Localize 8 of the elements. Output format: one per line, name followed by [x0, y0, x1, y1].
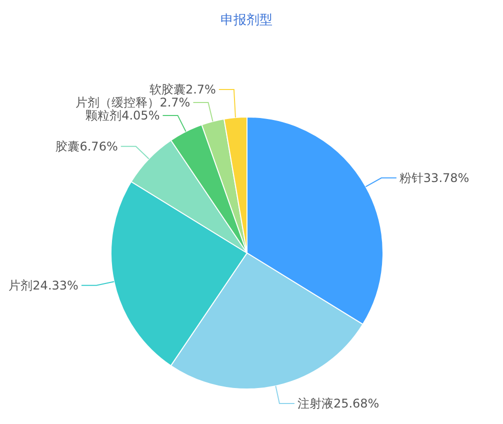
chart-title: 申报剂型	[220, 12, 272, 28]
slice-label: 片剂24.33%	[8, 278, 78, 293]
slice-label: 粉针33.78%	[399, 171, 470, 186]
slice-label: 胶囊6.76%	[56, 140, 118, 154]
slice-label: 软胶囊2.7%	[149, 82, 216, 97]
slice-label: 颗粒剂4.05%	[86, 108, 160, 123]
slice-label: 片剂（缓控释）2.7%	[76, 96, 190, 110]
slice-label: 注射液25.68%	[297, 396, 380, 411]
